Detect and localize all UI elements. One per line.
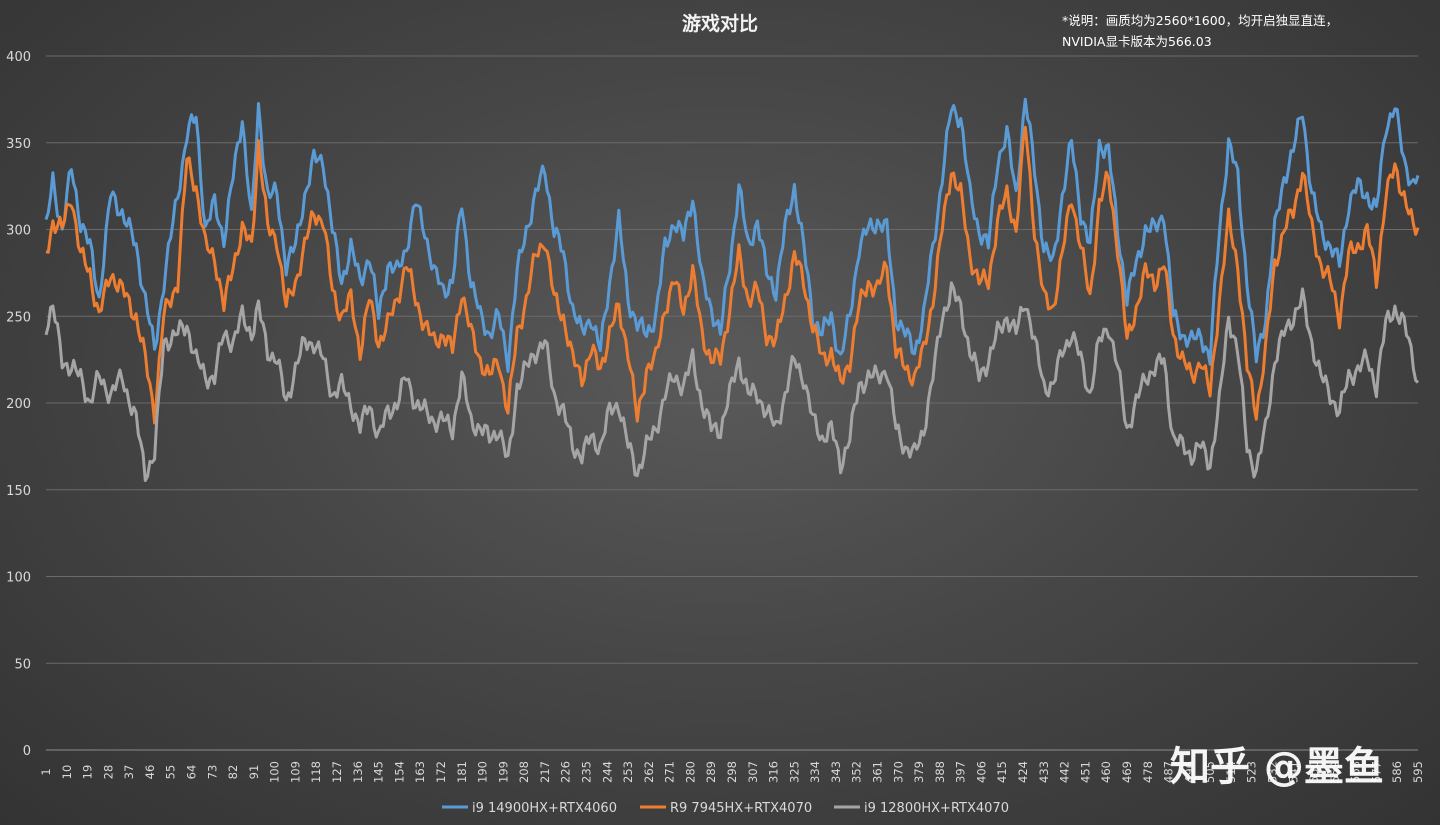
x-tick-label: 217 [538,761,552,783]
x-tick-label: 496 [1182,761,1196,783]
x-tick-label: 64 [185,765,199,780]
y-tick-label: 100 [6,571,31,586]
x-tick-label: 325 [787,761,801,783]
x-tick-label: 577 [1369,761,1383,783]
x-tick-label: 244 [600,761,614,783]
x-tick-label: 505 [1203,761,1217,783]
chart-note-line-2: NVIDIA显卡版本为566.03 [1062,34,1212,49]
x-tick-label: 586 [1390,761,1404,783]
x-tick-label: 37 [122,765,136,780]
series-line-2 [45,125,1420,425]
x-tick-label: 406 [974,761,988,783]
legend: i9 14900HX+RTX4060 R9 7945HX+RTX4070 i9 12… [442,801,1009,816]
x-tick-label: 226 [559,761,573,783]
x-tick-label: 55 [164,765,178,780]
y-tick-label: 250 [6,310,31,325]
y-tick-label: 50 [14,657,31,672]
x-tick-label: 91 [247,765,261,780]
x-tick-label: 208 [517,761,531,783]
legend-item: i9 12800HX+RTX4070 [834,801,1009,816]
x-tick-label: 172 [434,761,448,783]
legend-label: R9 7945HX+RTX4070 [670,801,812,816]
x-tick-label: 10 [60,765,74,780]
x-tick-label: 1 [39,768,53,775]
x-tick-label: 271 [663,761,677,783]
x-tick-label: 163 [413,761,427,783]
x-tick-label: 199 [496,761,510,783]
x-tick-label: 280 [683,761,697,783]
x-tick-label: 181 [455,761,469,783]
x-tick-label: 550 [1307,761,1321,783]
x-tick-label: 307 [746,761,760,783]
x-tick-label: 289 [704,761,718,783]
y-axis-ticks: 0 50 100 150 200 250 300 350 400 [6,50,31,759]
x-tick-label: 487 [1162,761,1176,783]
x-tick-label: 136 [351,761,365,783]
legend-label: i9 14900HX+RTX4060 [472,801,617,816]
y-tick-label: 350 [6,137,31,152]
x-tick-label: 460 [1099,761,1113,783]
x-tick-label: 316 [767,761,781,783]
x-tick-label: 154 [392,761,406,783]
x-tick-label: 469 [1120,761,1134,783]
x-tick-label: 397 [954,761,968,783]
legend-label: i9 12800HX+RTX4070 [864,801,1009,816]
y-tick-label: 400 [6,50,31,65]
x-tick-label: 190 [476,761,490,783]
x-tick-label: 109 [288,761,302,783]
x-tick-label: 442 [1058,761,1072,783]
legend-item: R9 7945HX+RTX4070 [640,801,812,816]
x-tick-label: 19 [81,765,95,780]
x-tick-label: 100 [268,761,282,783]
x-tick-label: 388 [933,761,947,783]
y-tick-label: 300 [6,224,31,239]
x-tick-label: 235 [579,761,593,783]
x-tick-label: 370 [891,761,905,783]
series-lines [44,97,1420,482]
x-tick-label: 559 [1328,761,1342,783]
legend-item: i9 14900HX+RTX4060 [442,801,617,816]
x-tick-label: 73 [205,765,219,780]
x-tick-label: 46 [143,765,157,780]
y-tick-label: 0 [23,744,31,759]
x-tick-label: 541 [1286,761,1300,783]
x-tick-label: 433 [1037,761,1051,783]
x-tick-label: 118 [309,761,323,783]
x-tick-label: 127 [330,761,344,783]
x-tick-label: 334 [808,761,822,783]
y-tick-label: 150 [6,484,31,499]
x-tick-label: 343 [829,761,843,783]
x-tick-label: 595 [1411,761,1425,783]
x-tick-label: 424 [1016,761,1030,783]
x-tick-label: 523 [1245,761,1259,783]
series-line-3 [44,281,1420,482]
x-tick-label: 352 [850,761,864,783]
x-axis-ticks: 1 10 19 28 37 46 55 64 73 82 91 100 109 118 127 136 145 1… [39,761,1425,783]
x-tick-label: 82 [226,765,240,780]
x-tick-label: 532 [1265,761,1279,783]
x-tick-label: 451 [1078,761,1092,783]
watermark: 知乎 @墨鱼 [1170,744,1384,790]
series-line-1 [44,97,1420,373]
x-tick-label: 253 [621,761,635,783]
x-tick-label: 361 [871,761,885,783]
x-tick-label: 568 [1349,761,1363,783]
x-tick-label: 478 [1141,761,1155,783]
x-tick-label: 514 [1224,761,1238,783]
grid-lines [46,55,1418,751]
chart-note-line-1: *说明：画质均为2560*1600，均开启独显直连， [1062,13,1338,28]
x-tick-label: 298 [725,761,739,783]
x-tick-label: 28 [101,765,115,780]
x-tick-label: 379 [912,761,926,783]
y-tick-label: 200 [6,397,31,412]
x-tick-label: 262 [642,761,656,783]
x-tick-label: 145 [372,761,386,783]
chart-title: 游戏对比 [682,12,758,35]
x-tick-label: 415 [995,761,1009,783]
